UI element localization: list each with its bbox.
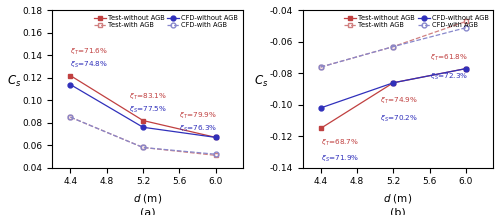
Title: (b): (b) bbox=[390, 207, 406, 215]
X-axis label: $d$ (m): $d$ (m) bbox=[383, 192, 412, 205]
Text: $\xi_S$=71.9%: $\xi_S$=71.9% bbox=[320, 154, 359, 164]
Text: $\xi_S$=76.3%: $\xi_S$=76.3% bbox=[180, 124, 218, 134]
Y-axis label: $C_s$: $C_s$ bbox=[7, 74, 22, 89]
X-axis label: $d$ (m): $d$ (m) bbox=[133, 192, 162, 205]
Text: $\xi_T$=83.1%: $\xi_T$=83.1% bbox=[130, 91, 168, 101]
Text: $\xi_S$=77.5%: $\xi_S$=77.5% bbox=[130, 105, 168, 115]
Y-axis label: $C_s$: $C_s$ bbox=[254, 74, 268, 89]
Text: $\xi_S$=72.3%: $\xi_S$=72.3% bbox=[430, 72, 468, 82]
Text: $\xi_T$=61.8%: $\xi_T$=61.8% bbox=[430, 53, 468, 63]
Text: $\xi_S$=74.8%: $\xi_S$=74.8% bbox=[70, 60, 108, 70]
Text: $\xi_T$=74.9%: $\xi_T$=74.9% bbox=[380, 95, 418, 106]
Text: $\xi_T$=79.9%: $\xi_T$=79.9% bbox=[180, 111, 218, 121]
Text: $\xi_S$=70.2%: $\xi_S$=70.2% bbox=[380, 114, 418, 124]
Text: $\xi_T$=71.6%: $\xi_T$=71.6% bbox=[70, 46, 108, 57]
Text: $\xi_T$=68.7%: $\xi_T$=68.7% bbox=[320, 138, 358, 148]
Legend: Test-without AGB, Test-with AGB, CFD-without AGB, CFD-with AGB: Test-without AGB, Test-with AGB, CFD-wit… bbox=[343, 14, 490, 30]
Title: (a): (a) bbox=[140, 207, 156, 215]
Legend: Test-without AGB, Test-with AGB, CFD-without AGB, CFD-with AGB: Test-without AGB, Test-with AGB, CFD-wit… bbox=[92, 14, 240, 30]
